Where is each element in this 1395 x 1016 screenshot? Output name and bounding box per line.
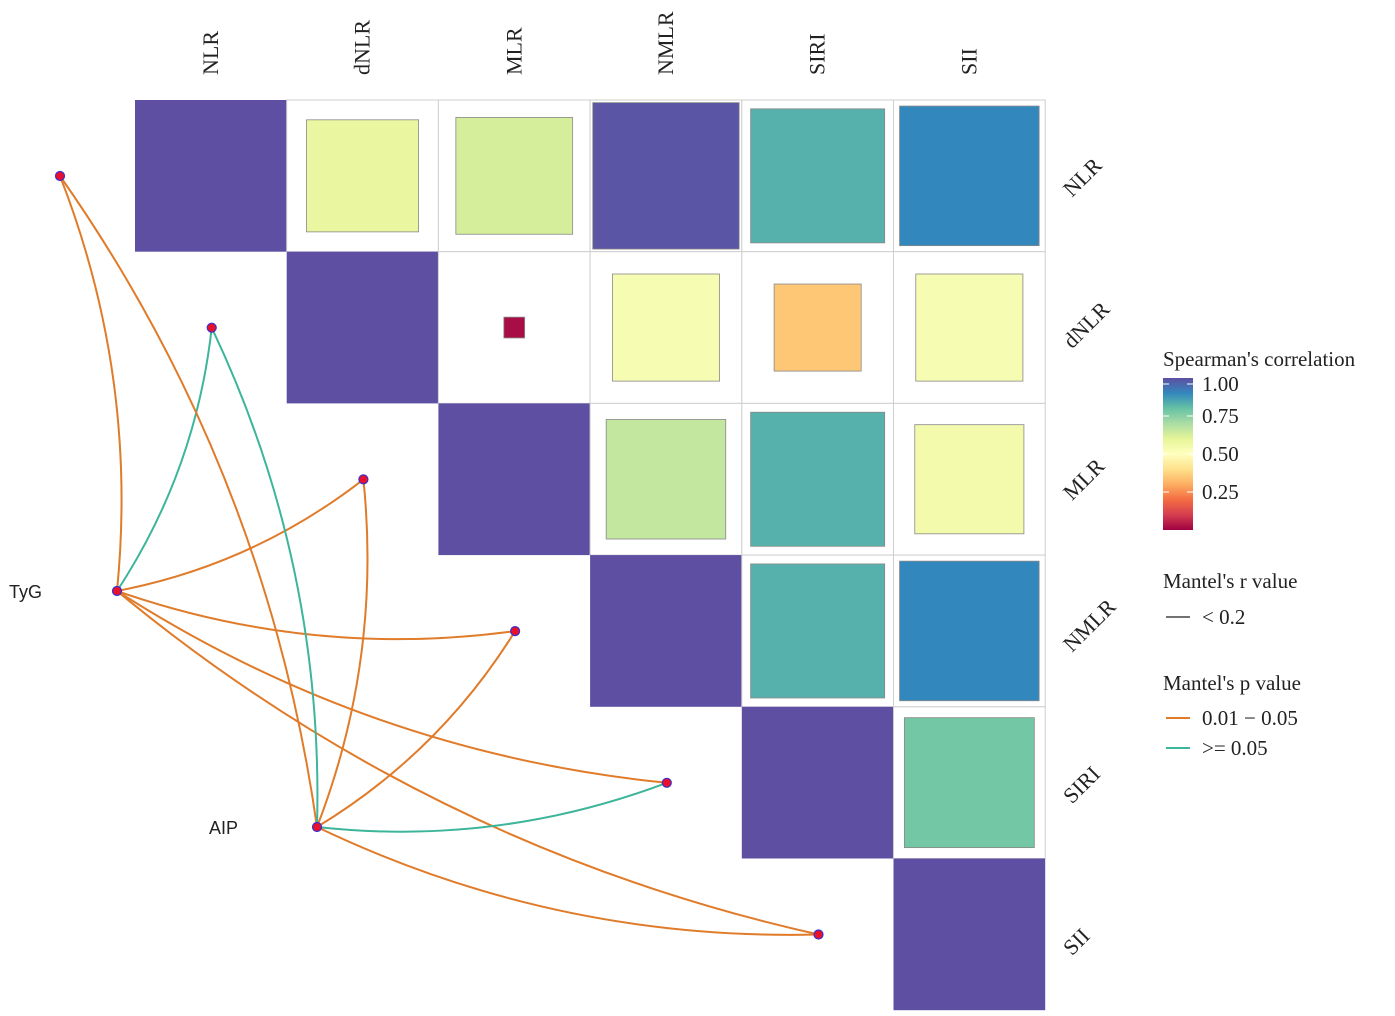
- node-NLR: [54, 170, 66, 182]
- column-label-NLR: NLR: [198, 31, 223, 75]
- legend: Spearman's correlation 1.000.750.500.25 …: [1163, 347, 1356, 760]
- cell-MLR-NMLR: [605, 419, 727, 540]
- link-TyG-MLR: [116, 478, 365, 592]
- cell-dNLR-MLR: [503, 316, 526, 339]
- cell-NLR-SIRI: [750, 108, 886, 244]
- cell-NLR-NMLR: [592, 102, 740, 250]
- link-TyG-NLR: [59, 175, 123, 592]
- link-TyG-NMLR: [116, 590, 516, 641]
- link-TyG-dNLR: [116, 327, 213, 592]
- link-AIP-NLR: [59, 175, 318, 828]
- node-SII: [813, 929, 824, 940]
- row-label-MLR: MLR: [1058, 453, 1110, 505]
- r-legend-label: < 0.2: [1202, 605, 1245, 629]
- column-label-SIRI: SIRI: [805, 33, 830, 75]
- cell-MLR-SIRI: [750, 411, 886, 547]
- cell-MLR-MLR: [438, 403, 591, 556]
- color-legend-title: Spearman's correlation: [1163, 347, 1356, 371]
- row-label-SII: SII: [1058, 923, 1095, 960]
- cell-NLR-dNLR: [306, 119, 419, 233]
- node-NMLR: [509, 625, 521, 637]
- colorbar-tick-label: 0.25: [1202, 480, 1239, 504]
- mantel-links: [59, 175, 819, 936]
- link-AIP-NMLR: [316, 630, 516, 828]
- colorbar-tick-label: 0.75: [1202, 404, 1239, 428]
- column-label-dNLR: dNLR: [350, 20, 375, 75]
- column-label-SII: SII: [956, 48, 981, 75]
- node-AIP: [311, 821, 323, 833]
- column-label-NMLR: NMLR: [653, 11, 678, 75]
- colorbar-tick-label: 0.50: [1202, 442, 1239, 466]
- p-legend-title: Mantel's p value: [1163, 671, 1301, 695]
- cell-NMLR-SII: [899, 560, 1040, 702]
- row-label-SIRI: SIRI: [1058, 761, 1105, 808]
- source-label-AIP: AIP: [209, 818, 238, 838]
- cell-NMLR-SIRI: [750, 563, 886, 699]
- cell-SII-SII: [893, 858, 1046, 1011]
- cell-MLR-SII: [914, 424, 1025, 535]
- column-label-MLR: MLR: [501, 27, 526, 75]
- node-SIRI: [661, 777, 672, 788]
- row-label-dNLR: dNLR: [1058, 296, 1115, 353]
- link-TyG-SII: [116, 590, 819, 936]
- node-dNLR: [206, 322, 217, 333]
- p-legend-label-0: 0.01 − 0.05: [1202, 706, 1298, 730]
- cell-NLR-SII: [899, 105, 1040, 247]
- cell-NLR-MLR: [455, 117, 574, 235]
- cell-dNLR-SIRI: [773, 283, 862, 372]
- cell-NLR-NLR: [135, 100, 287, 252]
- network-nodes: TyG AIP: [9, 170, 824, 940]
- link-AIP-SII: [316, 826, 819, 936]
- link-AIP-MLR: [316, 479, 369, 828]
- link-AIP-dNLR: [210, 327, 319, 828]
- p-legend-label-1: >= 0.05: [1202, 736, 1268, 760]
- cell-NMLR-NMLR: [590, 555, 742, 707]
- cell-SIRI-SII: [903, 717, 1035, 849]
- link-TyG-SIRI: [116, 590, 667, 784]
- row-label-NMLR: NMLR: [1058, 594, 1121, 657]
- cell-SIRI-SIRI: [741, 706, 894, 859]
- node-MLR: [358, 474, 369, 485]
- cell-dNLR-NMLR: [611, 273, 720, 382]
- link-AIP-SIRI: [316, 781, 668, 833]
- heatmap-cells: [135, 99, 1046, 1011]
- source-label-TyG: TyG: [9, 582, 42, 602]
- cell-dNLR-SII: [915, 273, 1024, 382]
- node-TyG: [111, 585, 123, 597]
- colorbar-tick-label: 1.00: [1202, 372, 1239, 396]
- r-legend-title: Mantel's r value: [1163, 569, 1297, 593]
- row-label-NLR: NLR: [1058, 152, 1107, 201]
- cell-dNLR-dNLR: [286, 251, 439, 404]
